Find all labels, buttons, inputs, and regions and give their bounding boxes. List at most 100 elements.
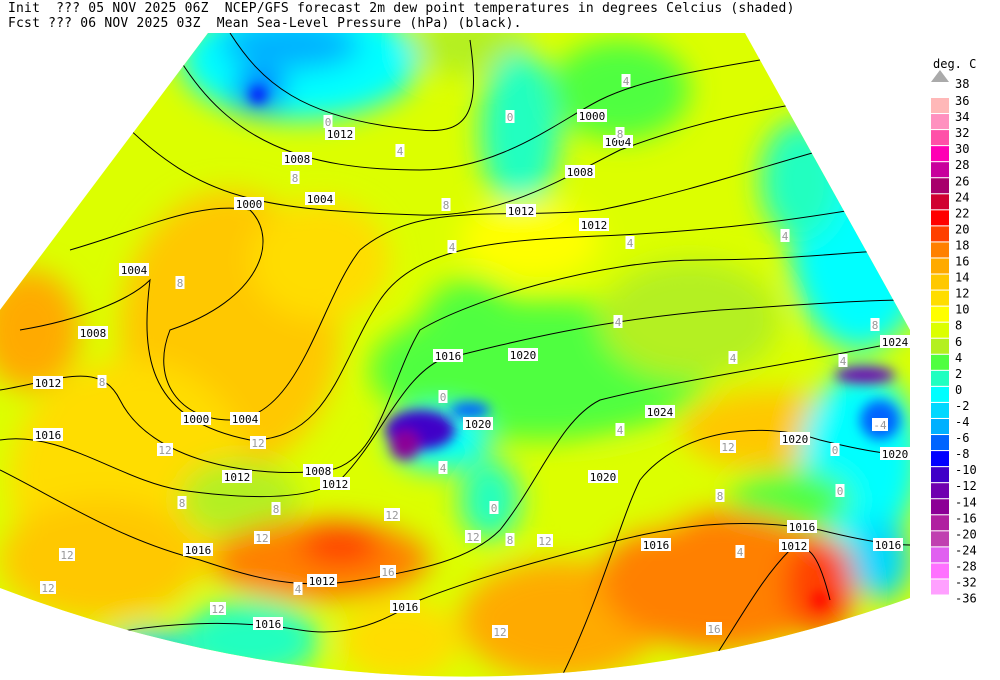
dewpoint-label: 4 [440, 462, 447, 475]
dewpoint-label: 8 [872, 319, 879, 332]
dewpoint-label-bg [780, 229, 790, 242]
isobar-label: 1012 [781, 540, 808, 553]
dewpoint-label-bg [625, 236, 635, 249]
isobar-label: 1004 [605, 136, 632, 149]
dewpoint-label: 4 [617, 424, 624, 437]
dewpoint-shading [0, 33, 910, 677]
dewpoint-label-bg [438, 390, 448, 403]
dewpoint-label: 8 [273, 503, 280, 516]
colorbar-label: 8 [955, 319, 962, 333]
isobar-label: 1008 [284, 153, 311, 166]
isobar-label-bg [33, 376, 63, 389]
dewpoint-label: 12 [385, 509, 398, 522]
isobar-label: 1016 [392, 601, 419, 614]
isobar-label-bg [641, 538, 671, 551]
colorbar-swatch [931, 226, 949, 242]
isobar-label: 1020 [882, 448, 909, 461]
isobar-label-bg [508, 348, 538, 361]
dewpoint-label-bg [293, 582, 303, 595]
dewpoint-label-bg [177, 496, 187, 509]
dewpoint-label: 0 [325, 116, 332, 129]
colorbar-overflow-triangle-icon [931, 70, 949, 82]
dewpoint-label-bg [621, 74, 631, 87]
colorbar-swatch [931, 290, 949, 306]
dewpoint-label: 0 [507, 111, 514, 124]
colorbar-swatch [931, 338, 949, 354]
colorbar-label: 26 [955, 174, 969, 188]
colorbar-swatch [931, 499, 949, 515]
dewpoint-label-bg [271, 502, 281, 515]
colorbar-label: 30 [955, 142, 969, 156]
isobars [0, 33, 910, 677]
dewpoint-label: 4 [623, 75, 630, 88]
colorbar-label: 6 [955, 335, 962, 349]
colorbar-label: -8 [955, 447, 969, 461]
dewpoint-label: 16 [707, 623, 720, 636]
isobar-label-bg [873, 538, 903, 551]
isobar-label-bg [880, 335, 910, 348]
colorbar-swatch [931, 178, 949, 194]
colorbar-label: 10 [955, 303, 969, 317]
colorbar-label: 32 [955, 126, 969, 140]
isobar-label: 1012 [508, 205, 535, 218]
dewpoint-label: 4 [627, 237, 634, 250]
colorbar-swatch [931, 467, 949, 483]
colorbar-label: 18 [955, 238, 969, 252]
isobar-label: 1024 [882, 336, 909, 349]
dewpoint-label: 12 [158, 444, 171, 457]
colorbar-label: 2 [955, 367, 962, 381]
isobar-label: 1012 [581, 219, 608, 232]
colorbar-swatch [931, 419, 949, 434]
isobar-label: 1012 [309, 575, 336, 588]
dewpoint-label-bg [870, 318, 880, 331]
colorbar-label: -2 [955, 399, 969, 413]
dewpoint-label-bg [715, 489, 725, 502]
dewpoint-label: 4 [295, 583, 302, 596]
isobar-label: 1020 [782, 433, 809, 446]
isobar-label-bg [506, 204, 536, 217]
isobar-label-bg [645, 405, 675, 418]
dewpoint-label: 12 [255, 532, 268, 545]
dewpoint-label-bg [250, 436, 266, 449]
isobar-label-bg [463, 417, 493, 430]
colorbar-label: -12 [955, 479, 977, 493]
dewpoint-label: 8 [717, 490, 724, 503]
colorbar-top-label: 38 [955, 77, 969, 91]
isobar-label: 1000 [579, 110, 606, 123]
title-line-2: Fcst ??? 06 NOV 2025 03Z Mean Sea-Level … [8, 16, 522, 31]
dewpoint-label: 4 [730, 352, 737, 365]
isobar-label-bg [588, 470, 618, 483]
isobar-label: 1008 [305, 465, 332, 478]
dewpoint-label-bg [835, 484, 845, 497]
isobar-label-bg [222, 470, 252, 483]
dewpoint-label: 0 [837, 485, 844, 498]
dewpoint-label: 12 [60, 549, 73, 562]
isobar-label: 1016 [875, 539, 902, 552]
isobar-label: 1000 [183, 413, 210, 426]
isobar-label-bg [779, 539, 809, 552]
dewpoint-label-bg [838, 354, 848, 367]
dewpoint-label: 4 [782, 230, 789, 243]
colorbar-label: -4 [955, 415, 969, 429]
colorbar-label: 4 [955, 351, 962, 365]
isobar-label: 1020 [590, 471, 617, 484]
colorbar-swatch [931, 386, 949, 402]
dewpoint-label-bg [441, 198, 451, 211]
isobar-label: 1008 [80, 327, 107, 340]
isobar-label: 1012 [322, 478, 349, 491]
isobar-label-bg [119, 263, 149, 276]
isobar-label: 1016 [35, 429, 62, 442]
colorbar-swatch [931, 435, 949, 451]
colorbar-label: -28 [955, 559, 977, 573]
colorbar-label: 0 [955, 383, 962, 397]
isobar-label-bg [433, 349, 463, 362]
isobar-label: 1016 [185, 544, 212, 557]
colorbar-label: 28 [955, 158, 969, 172]
dewpoint-label: 16 [381, 566, 394, 579]
dewpoint-label-bg [505, 110, 515, 123]
dewpoint-label: 8 [99, 376, 106, 389]
isobar-label-bg [780, 432, 810, 445]
dewpoint-label-bg [59, 548, 75, 561]
colorbar-swatch [931, 515, 949, 531]
dewpoint-label: 4 [397, 145, 404, 158]
